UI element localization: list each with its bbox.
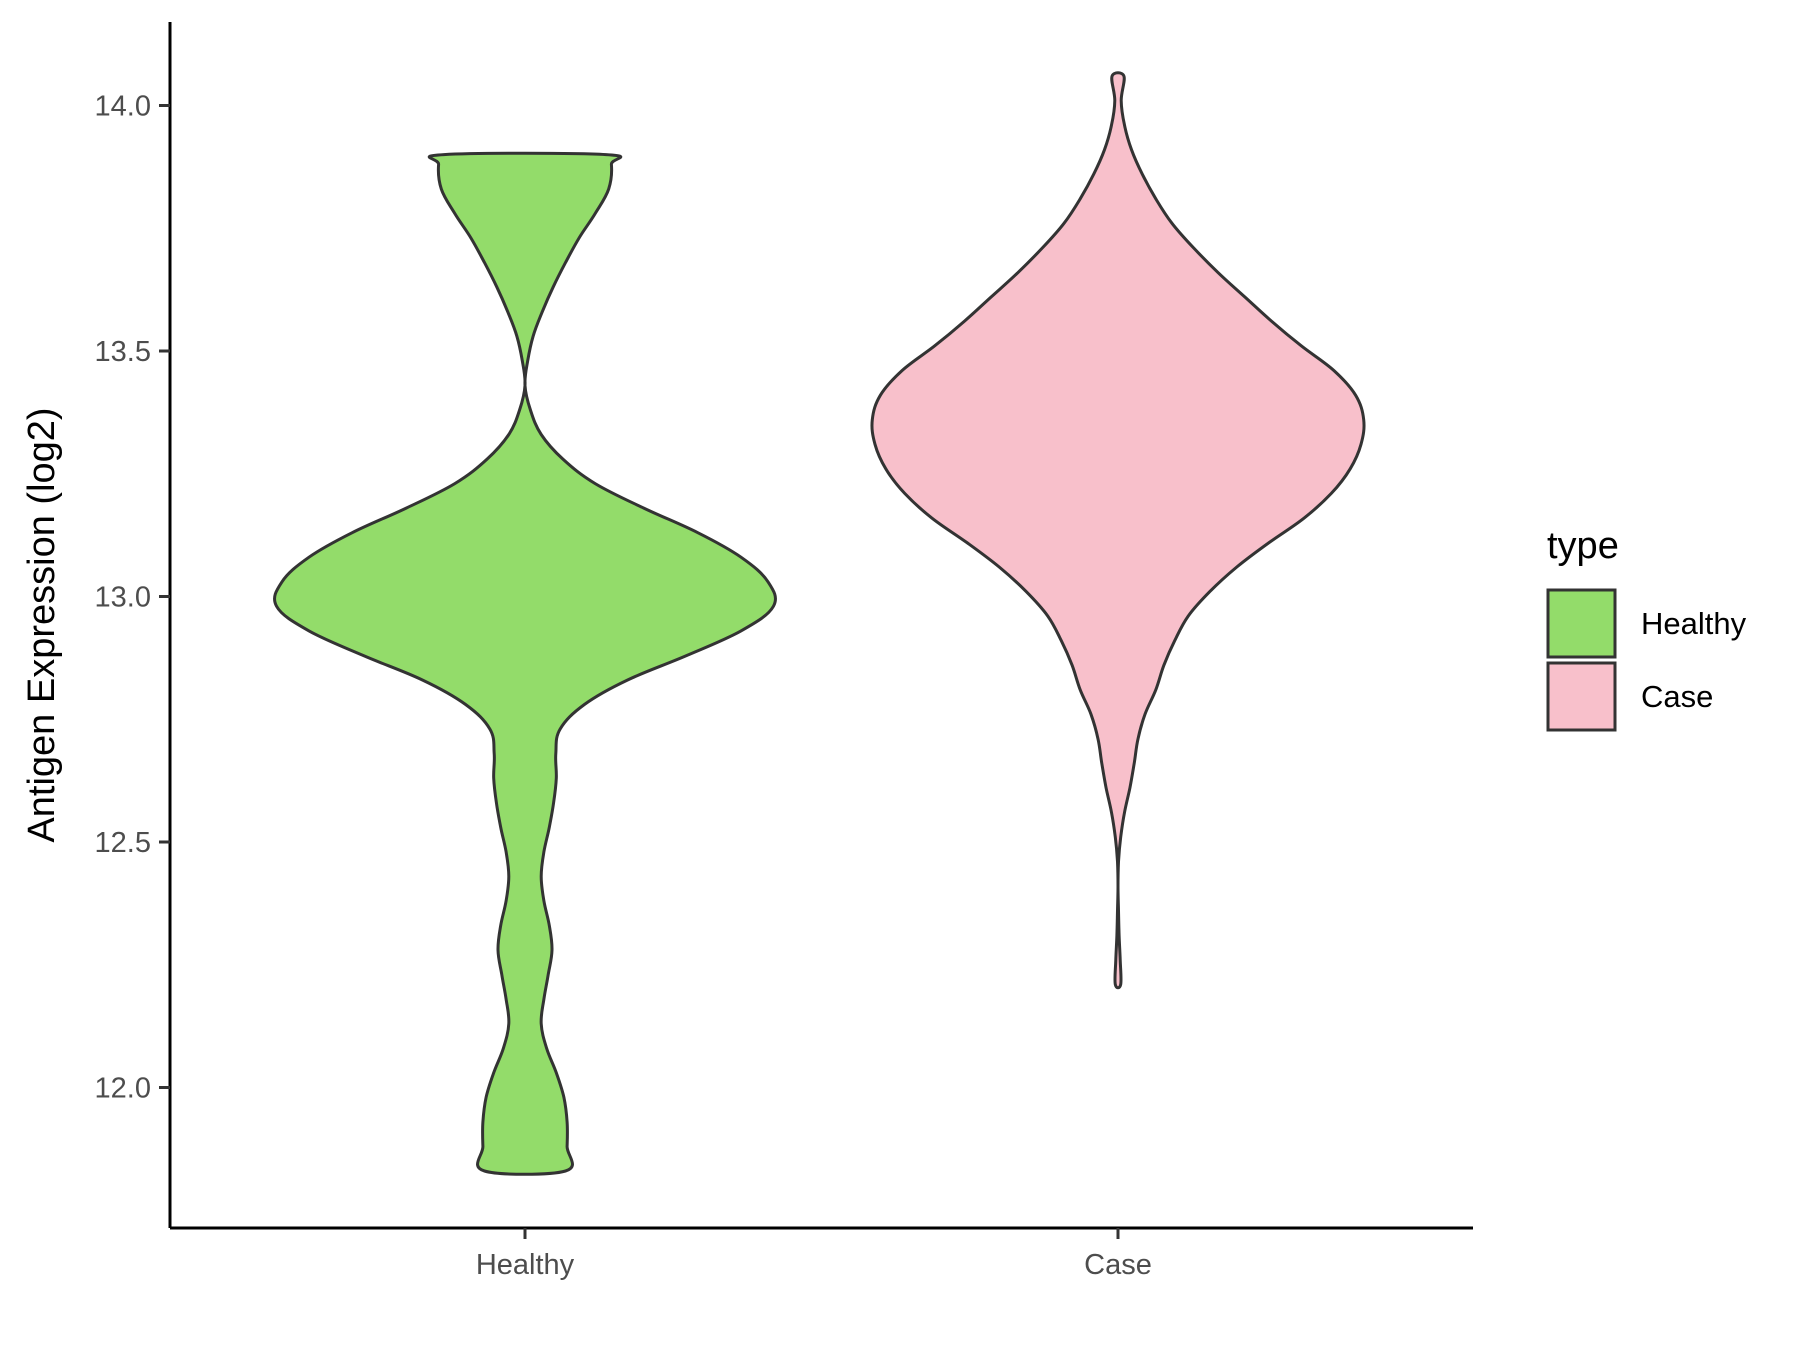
- legend-label-healthy: Healthy: [1641, 606, 1747, 641]
- x-tick-label: Healthy: [476, 1249, 575, 1281]
- y-tick-label: 12.0: [95, 1073, 151, 1105]
- legend-label-case: Case: [1641, 679, 1713, 714]
- axes-layer: 12.0 12.5 13.0 13.5 14.0 Healthy Case: [95, 22, 1473, 1281]
- y-tick-label: 14.0: [95, 91, 151, 123]
- violin-case: [870, 71, 1366, 990]
- legend-swatch-healthy: [1546, 588, 1617, 659]
- x-tick-label: Case: [1084, 1249, 1152, 1281]
- y-tick-label: 13.5: [95, 336, 151, 368]
- legend: type Healthy Case: [1546, 525, 1747, 732]
- legend-swatch-case: [1546, 661, 1617, 732]
- legend-title: type: [1547, 525, 1619, 567]
- y-axis-title: Antigen Expression (log2): [21, 407, 63, 842]
- violins-layer: [273, 71, 1366, 1176]
- violin-healthy: [273, 151, 777, 1176]
- y-tick-label: 13.0: [95, 582, 151, 614]
- y-tick-label: 12.5: [95, 827, 151, 859]
